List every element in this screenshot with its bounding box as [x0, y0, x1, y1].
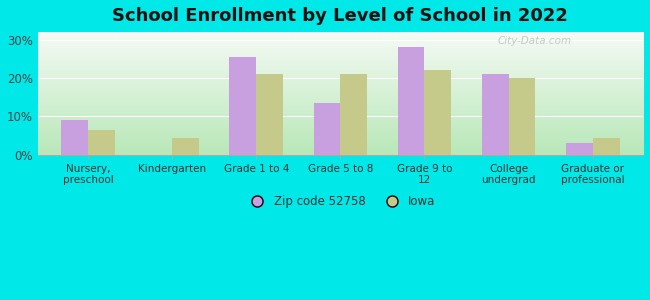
Bar	[424, 70, 451, 155]
Bar	[341, 74, 367, 155]
Bar	[61, 120, 88, 155]
Title: School Enrollment by Level of School in 2022: School Enrollment by Level of School in …	[112, 7, 568, 25]
Bar	[508, 78, 536, 155]
Bar	[593, 138, 619, 155]
Bar	[398, 47, 424, 155]
Bar	[566, 143, 593, 155]
Bar	[172, 138, 199, 155]
Legend: Zip code 52758, Iowa: Zip code 52758, Iowa	[240, 190, 440, 213]
Bar	[229, 57, 256, 155]
Bar	[482, 74, 508, 155]
Bar	[256, 74, 283, 155]
Bar	[88, 130, 115, 155]
Text: City-Data.com: City-Data.com	[498, 36, 572, 46]
Bar	[313, 103, 341, 155]
